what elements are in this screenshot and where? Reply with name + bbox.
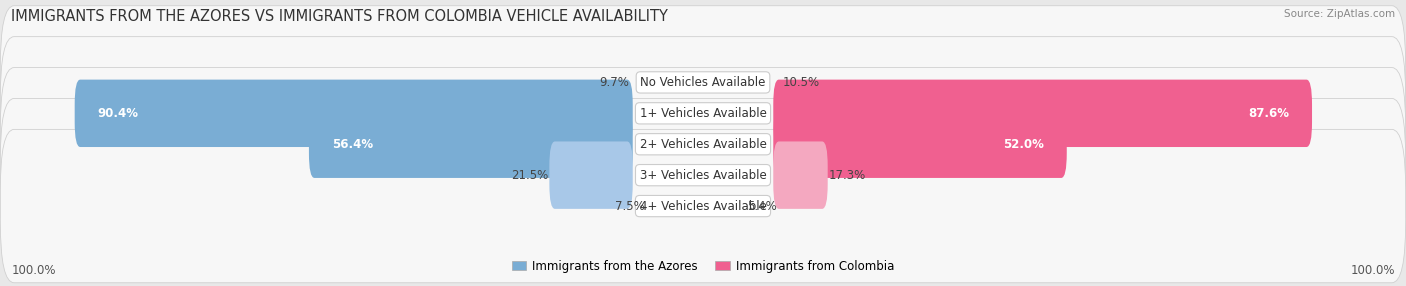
Text: No Vehicles Available: No Vehicles Available bbox=[640, 76, 766, 89]
Text: 4+ Vehicles Available: 4+ Vehicles Available bbox=[640, 200, 766, 212]
FancyBboxPatch shape bbox=[0, 67, 1406, 221]
Text: 7.5%: 7.5% bbox=[614, 200, 644, 212]
FancyBboxPatch shape bbox=[75, 80, 633, 147]
Text: 56.4%: 56.4% bbox=[332, 138, 373, 151]
Text: 3+ Vehicles Available: 3+ Vehicles Available bbox=[640, 169, 766, 182]
Text: 17.3%: 17.3% bbox=[830, 169, 866, 182]
Text: IMMIGRANTS FROM THE AZORES VS IMMIGRANTS FROM COLOMBIA VEHICLE AVAILABILITY: IMMIGRANTS FROM THE AZORES VS IMMIGRANTS… bbox=[11, 9, 668, 23]
Legend: Immigrants from the Azores, Immigrants from Colombia: Immigrants from the Azores, Immigrants f… bbox=[508, 255, 898, 277]
FancyBboxPatch shape bbox=[309, 110, 633, 178]
Text: 10.5%: 10.5% bbox=[782, 76, 820, 89]
Text: 5.4%: 5.4% bbox=[747, 200, 778, 212]
Text: 100.0%: 100.0% bbox=[11, 265, 56, 277]
Text: 90.4%: 90.4% bbox=[97, 107, 138, 120]
Text: 21.5%: 21.5% bbox=[510, 169, 548, 182]
FancyBboxPatch shape bbox=[773, 110, 1067, 178]
Text: 9.7%: 9.7% bbox=[599, 76, 630, 89]
Text: 2+ Vehicles Available: 2+ Vehicles Available bbox=[640, 138, 766, 151]
FancyBboxPatch shape bbox=[0, 6, 1406, 159]
Text: 52.0%: 52.0% bbox=[1002, 138, 1045, 151]
FancyBboxPatch shape bbox=[0, 37, 1406, 190]
FancyBboxPatch shape bbox=[550, 142, 633, 209]
Text: Source: ZipAtlas.com: Source: ZipAtlas.com bbox=[1284, 9, 1395, 19]
FancyBboxPatch shape bbox=[0, 129, 1406, 283]
FancyBboxPatch shape bbox=[773, 142, 828, 209]
FancyBboxPatch shape bbox=[773, 80, 1312, 147]
FancyBboxPatch shape bbox=[0, 98, 1406, 252]
Text: 100.0%: 100.0% bbox=[1350, 265, 1395, 277]
Text: 87.6%: 87.6% bbox=[1249, 107, 1289, 120]
Text: 1+ Vehicles Available: 1+ Vehicles Available bbox=[640, 107, 766, 120]
